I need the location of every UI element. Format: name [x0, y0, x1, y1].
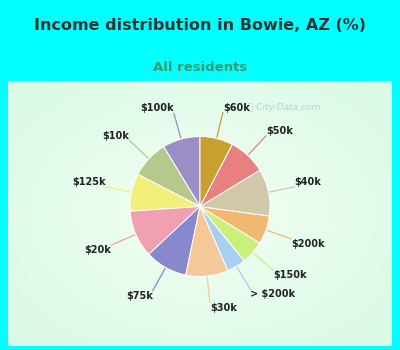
Text: $150k: $150k [273, 270, 306, 280]
Wedge shape [200, 170, 270, 216]
Text: $50k: $50k [266, 126, 293, 136]
Wedge shape [149, 206, 200, 275]
Text: Ⓢ City-Data.com: Ⓢ City-Data.com [248, 103, 321, 112]
Text: $10k: $10k [102, 131, 130, 141]
Wedge shape [200, 206, 269, 243]
Text: $40k: $40k [294, 177, 322, 187]
Wedge shape [130, 174, 200, 211]
Wedge shape [138, 147, 200, 206]
Text: Income distribution in Bowie, AZ (%): Income distribution in Bowie, AZ (%) [34, 18, 366, 33]
Wedge shape [130, 206, 200, 254]
Wedge shape [200, 136, 232, 206]
Wedge shape [200, 206, 260, 261]
Text: $75k: $75k [126, 291, 153, 301]
Text: $30k: $30k [210, 303, 237, 313]
Text: $125k: $125k [72, 177, 106, 187]
Text: > $200k: > $200k [250, 289, 295, 299]
Text: $60k: $60k [223, 103, 250, 113]
Wedge shape [200, 206, 244, 271]
Text: All residents: All residents [153, 61, 247, 74]
Wedge shape [200, 144, 260, 206]
Text: $20k: $20k [84, 245, 111, 255]
Wedge shape [164, 136, 200, 206]
Wedge shape [186, 206, 228, 276]
Text: $200k: $200k [291, 239, 325, 249]
Text: $100k: $100k [140, 104, 174, 113]
